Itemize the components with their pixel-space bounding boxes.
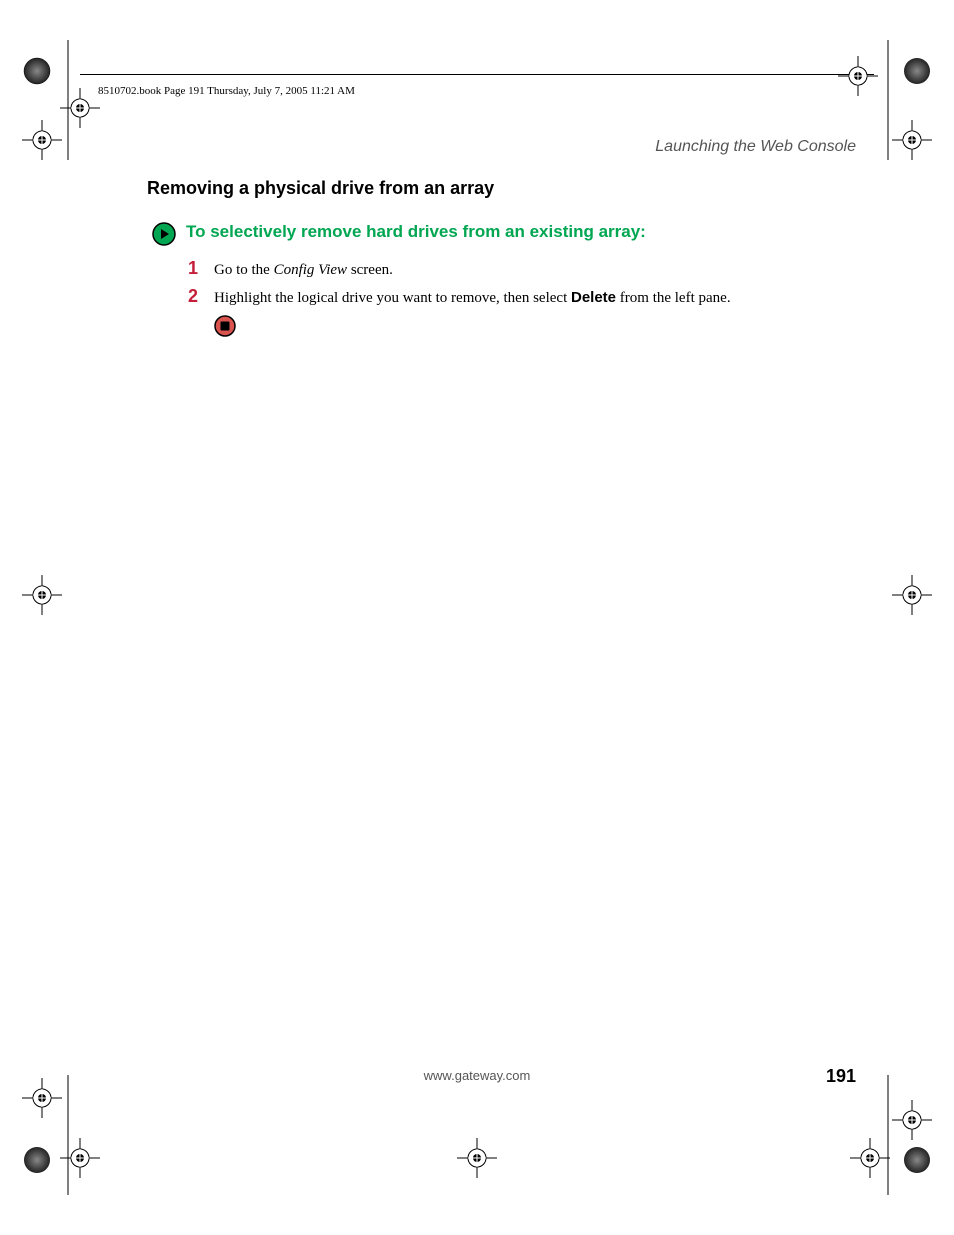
header-meta: 8510702.book Page 191 Thursday, July 7, … — [98, 85, 355, 97]
crop-mark-tl-reg — [60, 88, 100, 128]
stop-icon — [214, 315, 236, 342]
section-title: Removing a physical drive from an array — [147, 178, 494, 199]
step-2: 2 Highlight the logical drive you want t… — [188, 286, 731, 309]
crop-mark-bl-corner — [22, 1145, 52, 1175]
crop-mark-tl-line — [67, 40, 69, 160]
crop-mark-tr-corner — [902, 56, 932, 86]
crop-mark-br-side — [892, 1100, 932, 1140]
crop-mark-bc — [457, 1138, 497, 1178]
step-text: Highlight the logical drive you want to … — [214, 287, 731, 309]
footer-url: www.gateway.com — [424, 1068, 531, 1083]
crop-mark-br-reg — [850, 1138, 890, 1178]
step-number: 1 — [188, 258, 202, 279]
crop-mark-tl-side — [22, 120, 62, 160]
procedure-title: To selectively remove hard drives from a… — [186, 222, 646, 242]
header-rule — [80, 74, 874, 75]
crop-mark-ml — [22, 575, 62, 615]
crop-mark-tr-reg — [838, 56, 878, 96]
play-icon — [152, 222, 176, 251]
ui-label: Delete — [571, 289, 616, 306]
crop-mark-br-line — [887, 1075, 889, 1195]
step-text: Go to the Config View screen. — [214, 260, 393, 281]
crop-mark-tl-corner — [22, 56, 52, 86]
crop-mark-bl-reg — [60, 1138, 100, 1178]
crop-mark-bl-line — [67, 1075, 69, 1195]
crop-mark-bl-side — [22, 1078, 62, 1118]
text: Highlight the logical drive you want to … — [214, 290, 571, 306]
crop-mark-tr-line — [887, 40, 889, 160]
text: screen. — [347, 262, 393, 278]
italic-term: Config View — [274, 262, 347, 278]
chapter-header: Launching the Web Console — [655, 138, 856, 156]
step-number: 2 — [188, 286, 202, 307]
text: Go to the — [214, 262, 274, 278]
crop-mark-br-corner — [902, 1145, 932, 1175]
text: from the left pane. — [616, 290, 731, 306]
page-number: 191 — [826, 1066, 856, 1087]
crop-mark-mr — [892, 575, 932, 615]
crop-mark-tr-side — [892, 120, 932, 160]
step-1: 1 Go to the Config View screen. — [188, 258, 393, 281]
